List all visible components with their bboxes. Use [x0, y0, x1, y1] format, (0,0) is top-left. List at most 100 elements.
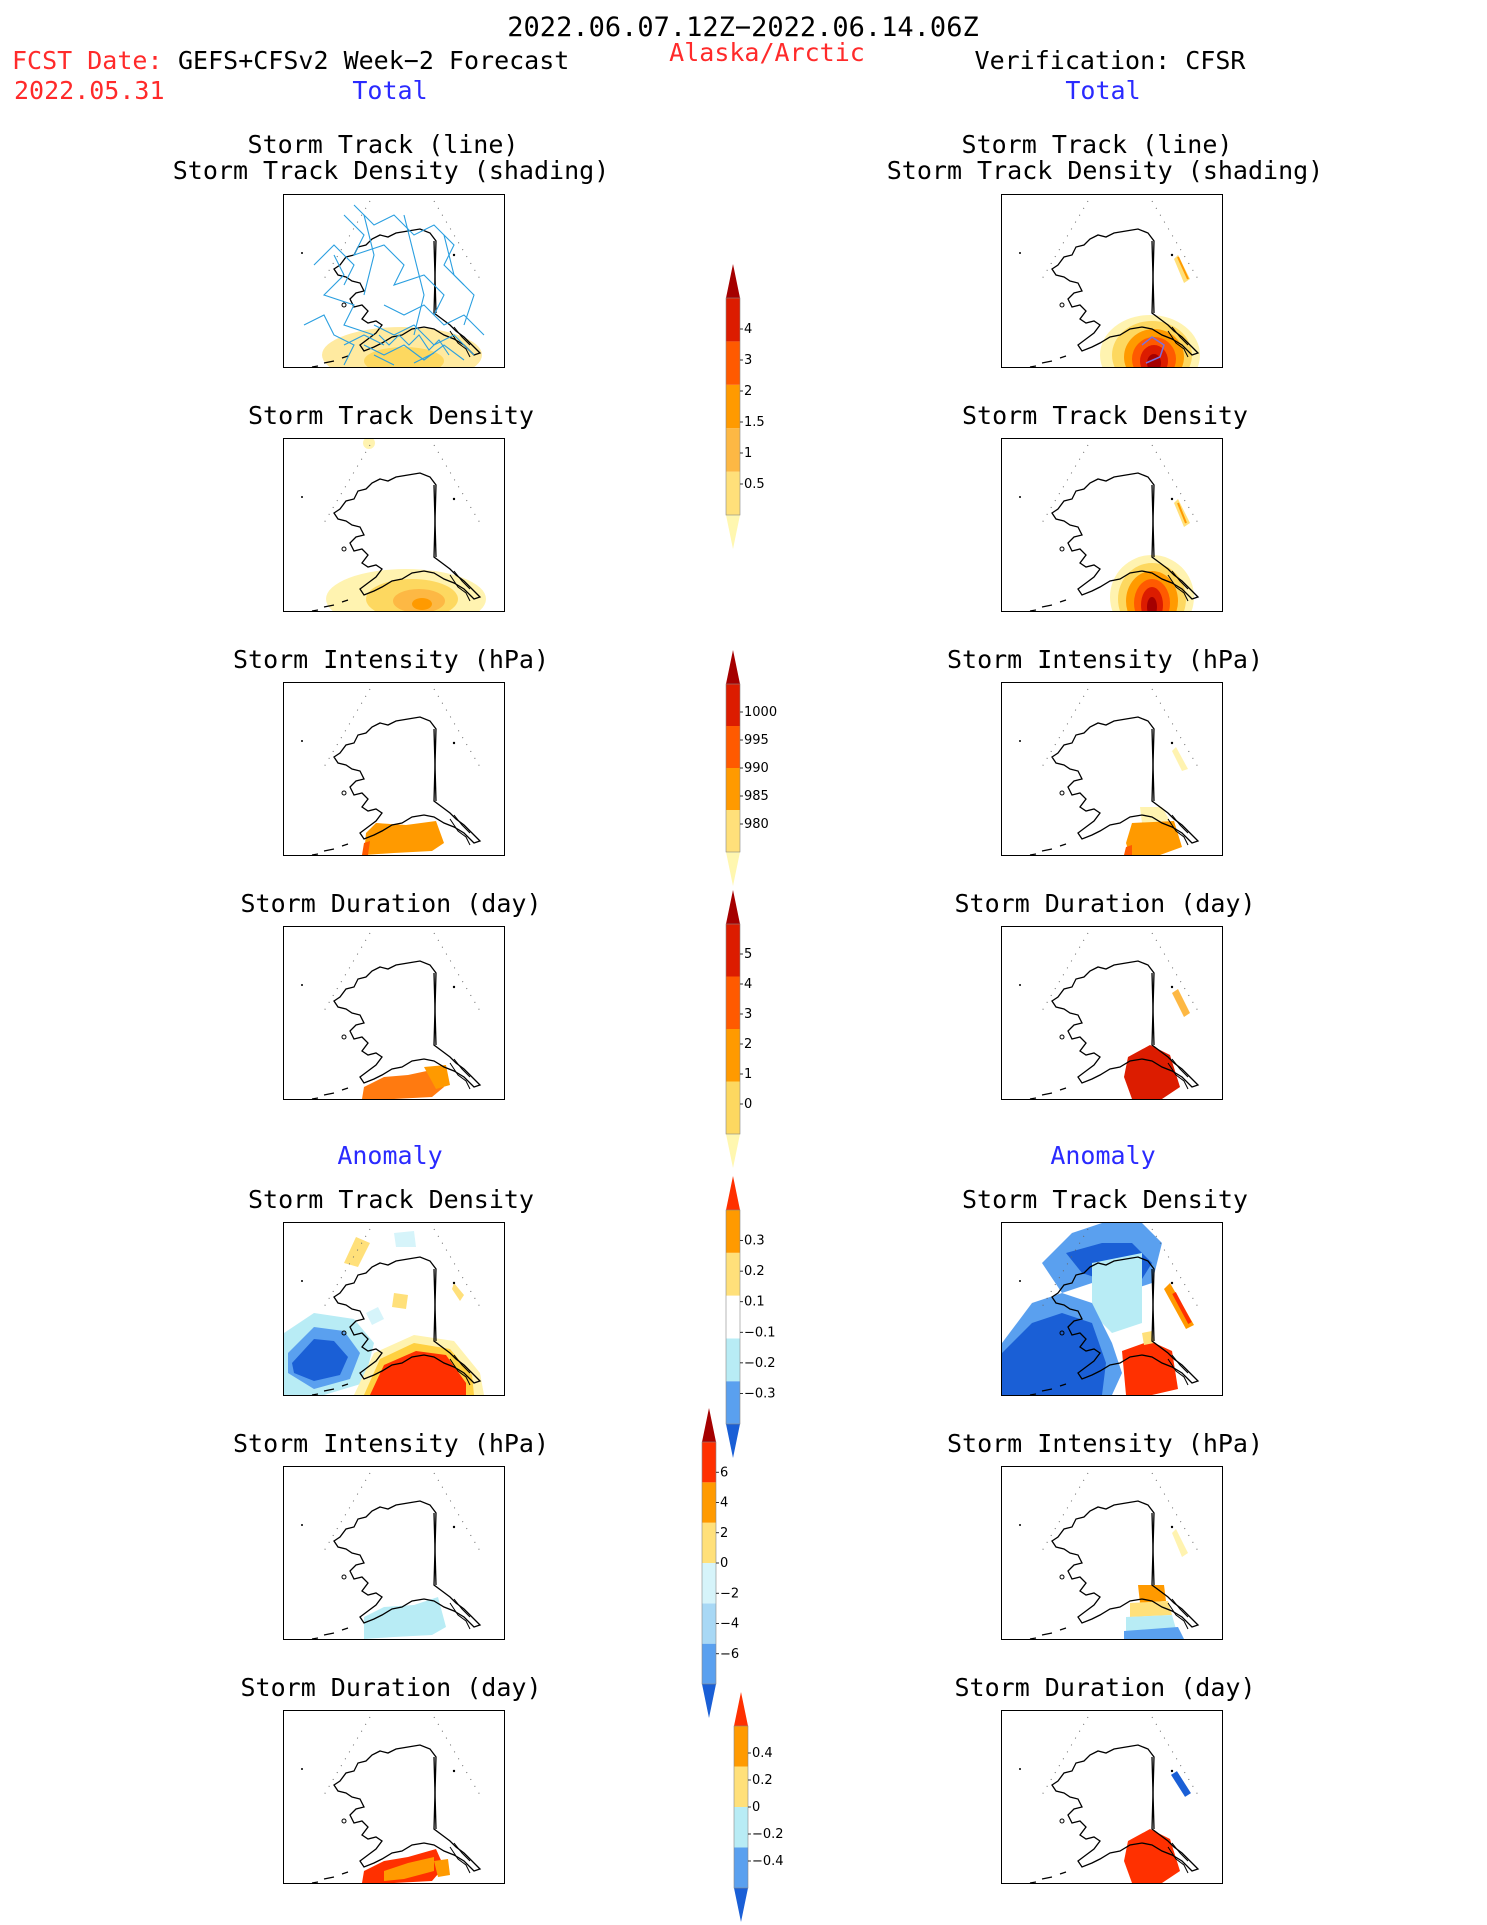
- colorbar-segment: [734, 1726, 748, 1767]
- colorbar-top-arrow: [726, 890, 740, 924]
- colorbar-tick-label: 2: [744, 384, 752, 399]
- left-track-shading-title: Storm Track Density (shading): [172, 156, 610, 185]
- left-duration-title: Storm Duration (day): [240, 889, 542, 918]
- colorbar-segment: [702, 1603, 716, 1644]
- colorbar-segment: [734, 1807, 748, 1848]
- colorbar-segment: [702, 1522, 716, 1563]
- right-intensity-title: Storm Intensity (hPa): [946, 645, 1264, 674]
- colorbar-top-arrow: [726, 264, 740, 298]
- colorbar-tick-label: −2: [720, 1586, 739, 1601]
- colorbar-tick-label: 0.4: [752, 1746, 773, 1761]
- forecast-anom-intensity-map: [283, 1466, 505, 1640]
- colorbar-frame: [725, 1209, 741, 1425]
- verification-anom-duration-map: [1001, 1710, 1223, 1884]
- colorbar-tick-label: 3: [744, 353, 752, 368]
- verification-anom-intensity-map: [1001, 1466, 1223, 1640]
- verification-intensity-map: [1001, 682, 1223, 856]
- colorbar-frame: [725, 923, 741, 1135]
- colorbar-tick-label: 0.3: [744, 1234, 765, 1249]
- verification-duration-map: [1001, 926, 1223, 1100]
- colorbar-segment: [726, 1381, 740, 1424]
- colorbar-tick-label: 980: [744, 817, 769, 832]
- left-density-title: Storm Track Density: [248, 401, 534, 430]
- colorbar-tick-label: 0.2: [752, 1773, 773, 1788]
- right-duration-title: Storm Duration (day): [954, 889, 1256, 918]
- colorbar-tick-label: 3: [744, 1007, 752, 1022]
- colorbar-segment: [726, 810, 740, 852]
- colorbar-bottom-arrow: [726, 1134, 740, 1168]
- right-track-shading-title: Storm Track Density (shading): [886, 156, 1324, 185]
- colorbar-tick-label: 4: [744, 977, 752, 992]
- date-range-title: 2022.06.07.12Z−2022.06.14.06Z: [507, 12, 979, 43]
- colorbar-segment: [726, 471, 740, 515]
- colorbar-tick-label: 0: [720, 1556, 728, 1571]
- left-anom-duration-title: Storm Duration (day): [240, 1673, 542, 1702]
- colorbar-tick-label: −0.2: [744, 1356, 776, 1371]
- colorbar-tick-label: 990: [744, 761, 769, 776]
- colorbar-bottom-arrow: [734, 1888, 748, 1922]
- colorbar-tick-label: 0.1: [744, 1295, 765, 1310]
- colorbar-tick-label: 0: [752, 1800, 760, 1815]
- forecast-track-map: [283, 194, 505, 368]
- colorbar-tick-label: −0.3: [744, 1386, 776, 1401]
- right-density-title: Storm Track Density: [962, 401, 1248, 430]
- colorbar-segment: [726, 684, 740, 726]
- colorbar-tick-label: −0.1: [744, 1325, 776, 1340]
- colorbar-segment: [726, 1338, 740, 1382]
- colorbar-segment: [726, 1029, 740, 1082]
- forecast-duration-map: [283, 926, 505, 1100]
- verification-anom-density-map: [1001, 1222, 1223, 1396]
- forecast-anom-density-map: [283, 1222, 505, 1396]
- colorbar-tick-label: −0.2: [752, 1827, 784, 1842]
- colorbar-tick-label: 985: [744, 789, 769, 804]
- fcst-date-label: FCST Date:: [12, 46, 163, 75]
- colorbar-segment: [734, 1847, 748, 1888]
- colorbar-segment: [734, 1766, 748, 1807]
- colorbar-segment: [702, 1643, 716, 1684]
- colorbar-segment: [726, 428, 740, 472]
- colorbar-segment: [702, 1482, 716, 1523]
- colorbar-tick-label: −6: [720, 1647, 739, 1662]
- anom-density-colorbar: 0.3 0.2 0.1 −0.1 −0.2 −0.3: [725, 1176, 776, 1458]
- forecast-intensity-map: [283, 682, 505, 856]
- colorbar-segment: [726, 1252, 740, 1296]
- colorbar-tick-label: 4: [720, 1496, 728, 1511]
- right-anomaly-label: Anomaly: [1050, 1141, 1156, 1170]
- colorbar-segment: [702, 1563, 716, 1604]
- colorbar-bottom-arrow: [702, 1684, 716, 1718]
- right-anom-duration-title: Storm Duration (day): [954, 1673, 1256, 1702]
- colorbar-tick-label: 5: [744, 947, 752, 962]
- colorbar-tick-label: 995: [744, 733, 769, 748]
- colorbar-tick-label: 0.5: [744, 477, 765, 492]
- verification-track-map: [1001, 194, 1223, 368]
- verification-label: Verification: CFSR: [974, 46, 1246, 75]
- colorbar-top-arrow: [726, 650, 740, 684]
- forecast-name: GEFS+CFSv2 Week−2 Forecast: [178, 46, 570, 75]
- colorbar-tick-label: 2: [720, 1526, 728, 1541]
- colorbar-frame: [725, 297, 741, 516]
- intensity-colorbar: 1000 995 990 985 980: [725, 650, 777, 886]
- colorbar-tick-label: 6: [720, 1465, 728, 1480]
- verification-density-map: [1001, 438, 1223, 612]
- region-label: Alaska/Arctic: [669, 38, 865, 67]
- right-track-line-title: Storm Track (line): [961, 130, 1233, 159]
- colorbar-top-arrow: [726, 1176, 740, 1210]
- colorbar-tick-label: 1000: [744, 705, 777, 720]
- colorbar-tick-label: 2: [744, 1037, 752, 1052]
- fcst-date-value: 2022.05.31: [14, 76, 165, 105]
- colorbar-tick-label: 1.5: [744, 415, 765, 430]
- left-total-label: Total: [352, 76, 428, 105]
- anom-duration-colorbar: 0.4 0.2 0 −0.2 −0.4: [733, 1692, 784, 1922]
- colorbar-segment: [726, 768, 740, 810]
- colorbar-tick-label: 0.2: [744, 1264, 765, 1279]
- colorbar-segment: [726, 384, 740, 429]
- duration-colorbar: 5 4 3 2 1 0: [725, 890, 752, 1168]
- left-anom-intensity-title: Storm Intensity (hPa): [232, 1429, 550, 1458]
- colorbar-tick-label: 1: [744, 446, 752, 461]
- colorbar-segment: [726, 924, 740, 977]
- colorbar-top-arrow: [702, 1408, 716, 1442]
- colorbar-segment: [726, 1210, 740, 1253]
- colorbar-segment: [726, 298, 740, 342]
- left-intensity-title: Storm Intensity (hPa): [232, 645, 550, 674]
- colorbar-tick-label: −0.4: [752, 1854, 784, 1869]
